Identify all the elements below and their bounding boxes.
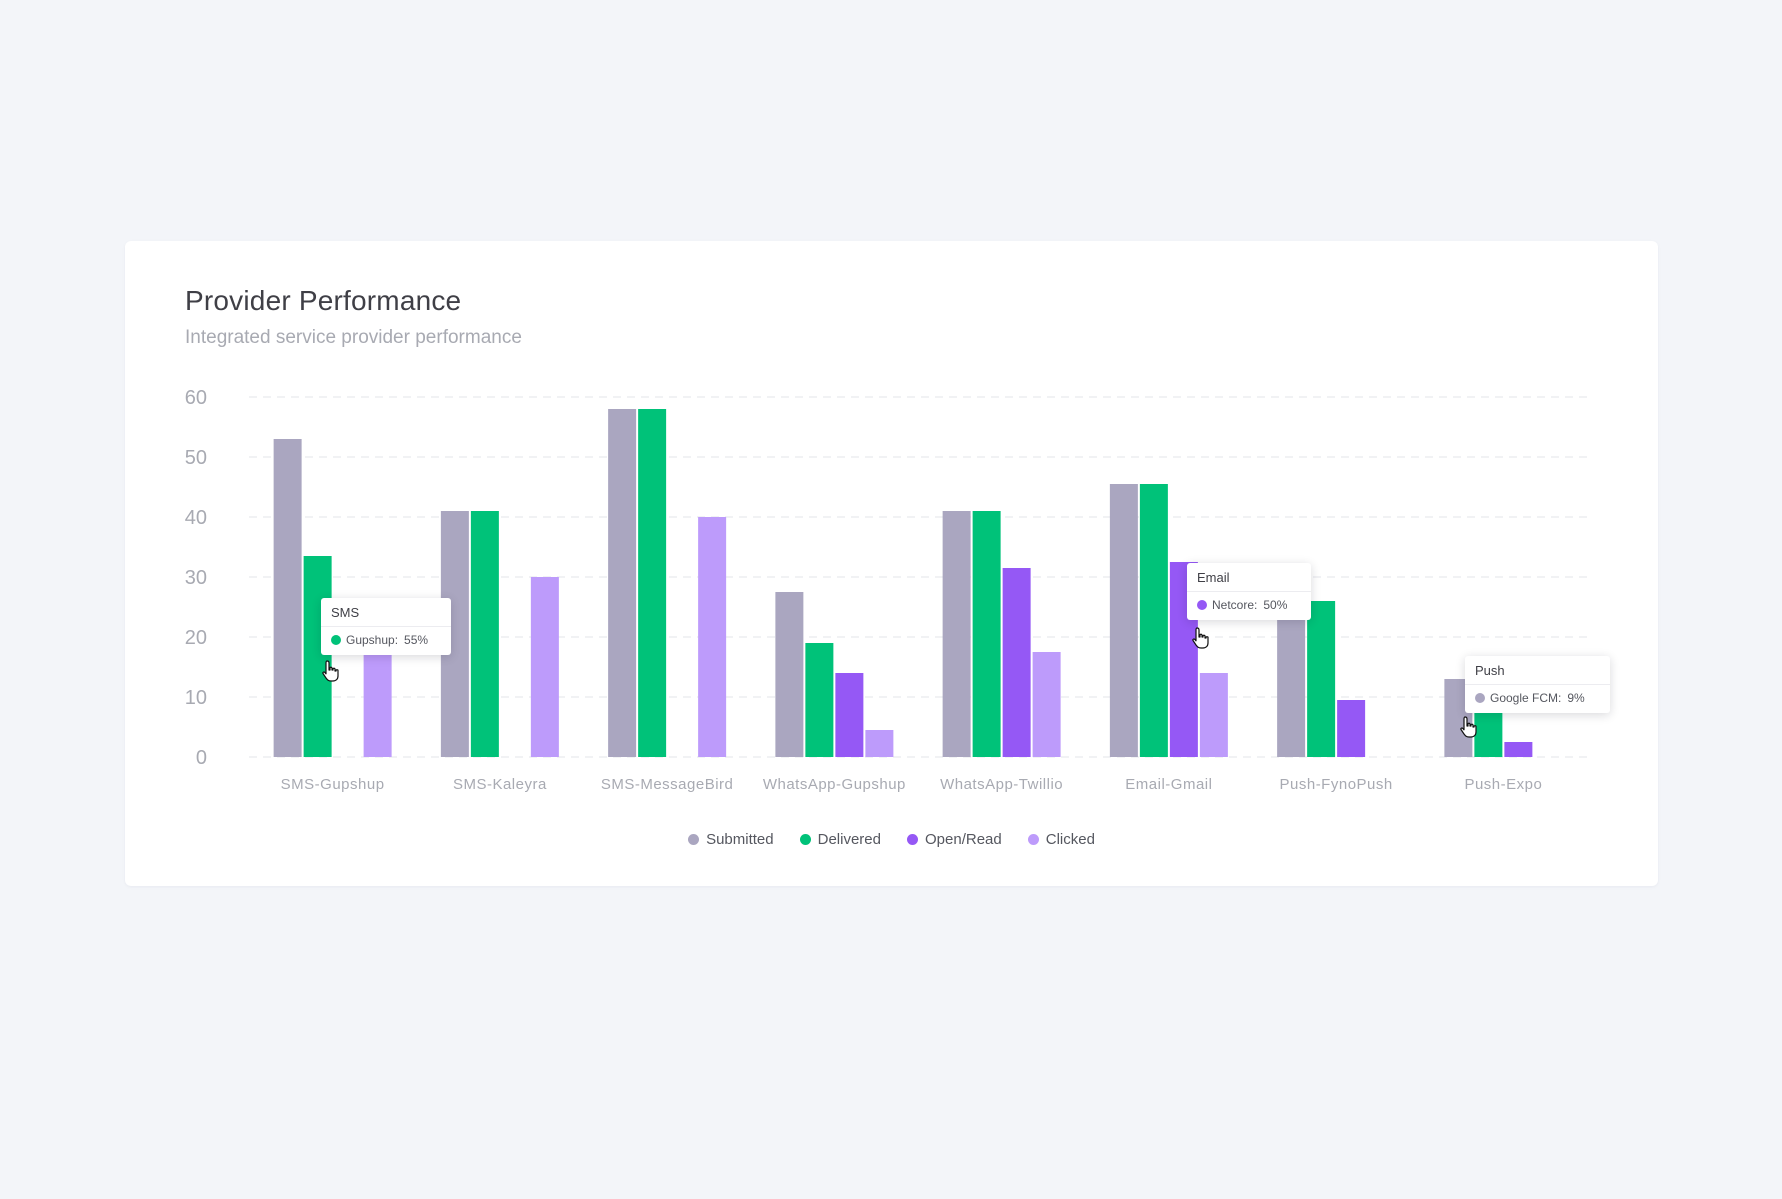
bar-clicked-1[interactable] <box>530 577 559 757</box>
x-tick-label: SMS-MessageBird <box>601 776 734 793</box>
legend-label: Submitted <box>706 831 774 848</box>
y-tick-label: 30 <box>185 567 207 589</box>
legend-label: Clicked <box>1045 831 1095 848</box>
legend-item-submitted[interactable]: Submitted <box>688 831 774 848</box>
tooltip-email: Email Netcore: 50% <box>1187 563 1311 620</box>
bar-clicked-4[interactable] <box>1032 652 1061 757</box>
tooltip-row: Google FCM: 9% <box>1465 685 1610 713</box>
bar-open-read-4[interactable] <box>1002 568 1031 757</box>
bar-clicked-2[interactable] <box>698 517 727 757</box>
y-tick-label: 60 <box>185 387 207 409</box>
bar-delivered-1[interactable] <box>470 511 499 757</box>
bar-open-read-7[interactable] <box>1504 742 1533 757</box>
x-tick-label: Email-Gmail <box>1125 776 1212 793</box>
bar-clicked-3[interactable] <box>865 730 894 757</box>
legend-dot <box>688 834 700 845</box>
tooltip-value: 50% <box>1263 598 1288 612</box>
y-tick-label: 0 <box>196 747 207 769</box>
x-tick-label: WhatsApp-Twillio <box>940 776 1063 793</box>
provider-performance-card: Provider Performance Integrated service … <box>125 241 1658 886</box>
x-tick-label: SMS-Gupshup <box>281 776 385 793</box>
tooltip-value: 9% <box>1567 691 1585 705</box>
tooltip-row: Gupshup: 55% <box>321 627 451 655</box>
tooltip-label: Google FCM: <box>1490 691 1562 705</box>
tooltip-title: Email <box>1187 563 1311 592</box>
chart-legend: Submitted Delivered Open/Read Clicked <box>125 831 1658 848</box>
bar-clicked-0[interactable] <box>363 655 392 757</box>
legend-label: Delivered <box>817 831 881 848</box>
tooltip-sms: SMS Gupshup: 55% <box>321 598 451 655</box>
tooltip-label: Netcore: <box>1212 598 1258 612</box>
tooltip-dot <box>1197 600 1207 610</box>
legend-item-open-read[interactable]: Open/Read <box>907 831 1002 848</box>
tooltip-label: Gupshup: <box>346 633 399 647</box>
y-tick-label: 40 <box>185 507 207 529</box>
bar-delivered-0[interactable] <box>303 556 332 757</box>
bar-submitted-2[interactable] <box>608 409 637 757</box>
bar-submitted-3[interactable] <box>775 592 804 757</box>
legend-item-clicked[interactable]: Clicked <box>1027 831 1095 848</box>
hand-cursor-icon <box>1460 716 1477 738</box>
tooltip-push: Push Google FCM: 9% <box>1465 656 1610 713</box>
legend-dot <box>799 834 811 845</box>
x-tick-label: SMS-Kaleyra <box>453 776 547 793</box>
hand-cursor-icon <box>1192 627 1209 649</box>
bar-chart: 0 10 20 30 40 50 60 SMS-Gupshup SMS-Kaleyra SMS-M… <box>185 387 1587 793</box>
bar-delivered-2[interactable] <box>638 409 667 757</box>
y-tick-label: 20 <box>185 627 207 649</box>
bar-submitted-5[interactable] <box>1109 484 1138 757</box>
card-title: Provider Performance <box>185 285 462 316</box>
card-subtitle: Integrated service provider performance <box>185 327 522 348</box>
legend-dot <box>907 834 918 845</box>
legend-dot <box>1027 834 1039 845</box>
bar-delivered-3[interactable] <box>805 643 834 757</box>
bar-delivered-5[interactable] <box>1139 484 1168 757</box>
legend-item-delivered[interactable]: Delivered <box>799 831 881 848</box>
bar-open-read-6[interactable] <box>1337 700 1366 757</box>
bar-delivered-7[interactable] <box>1474 709 1503 757</box>
tooltip-dot <box>331 635 341 645</box>
tooltip-value: 55% <box>404 633 429 647</box>
tooltip-title: Push <box>1465 656 1610 685</box>
x-tick-label: Push-Expo <box>1464 776 1542 793</box>
bar-delivered-6[interactable] <box>1307 601 1336 757</box>
tooltip-dot <box>1475 693 1485 703</box>
x-tick-label: Push-FynoPush <box>1280 776 1393 793</box>
tooltip-title: SMS <box>321 598 451 627</box>
x-tick-label: WhatsApp-Gupshup <box>763 776 906 793</box>
y-tick-label: 50 <box>185 447 207 469</box>
bar-clicked-5[interactable] <box>1199 673 1228 757</box>
bar-submitted-6[interactable] <box>1277 601 1306 757</box>
legend-label: Open/Read <box>925 831 1002 848</box>
hand-cursor-icon <box>322 660 339 682</box>
bar-delivered-4[interactable] <box>972 511 1001 757</box>
y-tick-label: 10 <box>185 687 207 709</box>
tooltip-row: Netcore: 50% <box>1187 592 1311 620</box>
bar-open-read-3[interactable] <box>835 673 864 757</box>
bar-submitted-4[interactable] <box>942 511 971 757</box>
bar-submitted-0[interactable] <box>273 439 302 757</box>
